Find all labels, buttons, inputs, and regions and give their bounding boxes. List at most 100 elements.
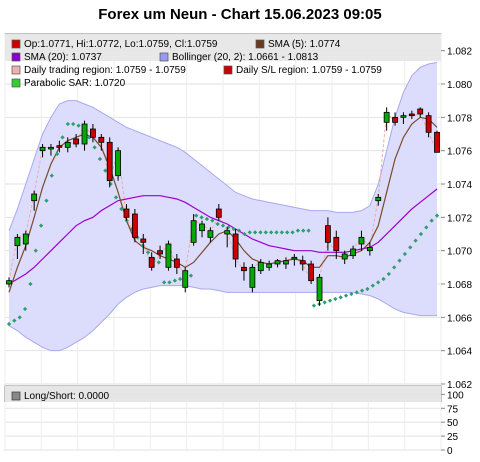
bollinger-band-layer: [8, 61, 438, 352]
sar-dot: [113, 195, 119, 200]
candle-body: [224, 230, 231, 235]
candle-body: [249, 266, 256, 288]
sar-dot: [429, 218, 434, 223]
sar-dot: [231, 226, 236, 232]
candle-body: [98, 136, 105, 143]
sar-dot: [162, 280, 167, 285]
candle-body: [257, 261, 264, 272]
candle-body: [148, 256, 155, 268]
sub-legend-swatch: [11, 391, 21, 401]
y-tick-label: 1.072: [447, 213, 472, 224]
candle-body: [266, 263, 273, 268]
sar-dot: [349, 291, 354, 297]
sar-dot: [49, 173, 54, 178]
sar-dot: [359, 288, 365, 293]
sar-dot: [279, 230, 284, 235]
candle-body: [232, 233, 239, 260]
sar-dot: [97, 156, 103, 162]
candle-body: [39, 146, 46, 152]
sar-dot: [424, 225, 429, 230]
candle-body: [417, 108, 424, 115]
sub-legend: Long/Short: 0.0000: [11, 391, 110, 402]
candle-body: [123, 208, 130, 218]
legend-label: SMA (5): 1.0774: [268, 39, 341, 50]
sub-grid: [4, 393, 442, 451]
sar-dot: [263, 230, 268, 235]
sar-dot: [365, 286, 370, 292]
y-tick-label: 1.080: [447, 80, 472, 91]
sar-dot: [247, 230, 252, 235]
candle-body: [392, 116, 398, 123]
candle-body: [56, 145, 63, 148]
candle-body: [207, 230, 214, 238]
sar-dot: [333, 296, 338, 302]
candle-body: [22, 233, 29, 245]
candle-body: [6, 280, 12, 285]
sar-dot: [242, 231, 247, 237]
candle-body: [215, 208, 222, 218]
sar-dot: [33, 248, 38, 253]
sar-dot: [119, 206, 124, 212]
sar-dot: [413, 238, 418, 243]
candle-body: [173, 258, 180, 268]
sar-dot: [252, 230, 258, 235]
sar-dot: [236, 228, 242, 233]
sar-dot: [418, 231, 424, 237]
sar-dot: [343, 293, 349, 298]
candle-body: [14, 236, 21, 247]
candle-body: [316, 276, 323, 302]
sub-legend-label: Long/Short: 0.0000: [24, 391, 110, 402]
sar-dot: [44, 198, 49, 203]
candle-body: [375, 196, 382, 202]
bollinger-upper-line: [8, 61, 438, 231]
y-tick-label: 1.082: [447, 47, 472, 58]
sar-dot: [306, 228, 311, 233]
sar-dot: [285, 230, 290, 235]
candle-body: [64, 141, 71, 148]
sar-dot: [402, 251, 408, 257]
candle-body: [90, 128, 96, 138]
sma5-line: [8, 116, 438, 293]
sar-dot: [322, 300, 327, 305]
candle-body: [325, 225, 331, 243]
main-y-axis: 1.062 1.064 1.066 1.068 1.070 1.072 1.074 1.076…: [441, 47, 472, 391]
candle-body: [400, 115, 407, 118]
sar-dot: [167, 280, 172, 285]
candle-body: [299, 260, 306, 265]
candle-body: [48, 146, 54, 150]
sar-dot: [204, 216, 210, 222]
sar-dot: [434, 213, 440, 218]
candle-body: [283, 260, 289, 265]
sar-dot: [65, 121, 70, 127]
sub-y-axis: 0 25 50 75 100: [441, 390, 464, 457]
candle-body: [190, 220, 197, 243]
sar-dot: [210, 218, 215, 223]
candle-body: [291, 256, 298, 260]
candle-body: [241, 266, 247, 272]
legend-swatch: [255, 39, 265, 49]
candle-body: [434, 131, 440, 153]
sar-dot: [397, 258, 402, 263]
sar-dot: [140, 243, 145, 248]
sar-dot: [172, 278, 177, 283]
candle-body: [308, 263, 315, 282]
bollinger-band-area: [9, 62, 437, 351]
candle-body: [157, 250, 163, 255]
sar-dot: [290, 230, 295, 235]
candle-layer: [6, 107, 440, 306]
sar-dot: [274, 230, 279, 235]
y-tick-label: 1.066: [447, 313, 472, 324]
sar-dot: [220, 223, 226, 228]
y-tick-label: 1.068: [447, 280, 472, 291]
candle-body: [73, 138, 80, 145]
candle-body: [408, 113, 415, 117]
sar-dot: [311, 303, 317, 308]
y-tick-label: 1.074: [447, 180, 472, 191]
candle-body: [350, 248, 356, 257]
y-tick-label: 1.062: [447, 380, 472, 391]
sar-dot: [199, 215, 204, 220]
candle-body: [341, 253, 348, 260]
legend-swatch: [11, 78, 21, 88]
candle-body: [383, 111, 390, 123]
